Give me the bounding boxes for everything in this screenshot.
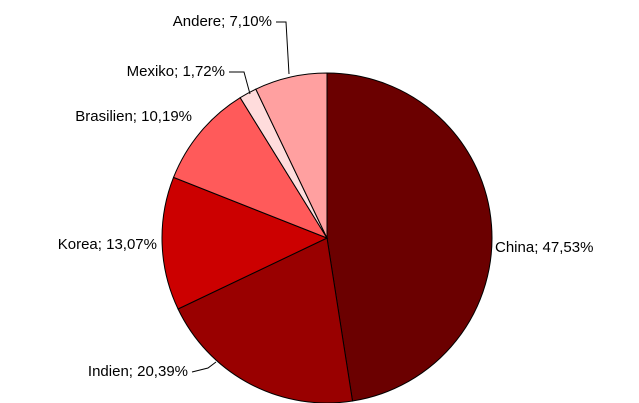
data-label: Brasilien; 10,19% [75, 108, 192, 125]
data-label: Korea; 13,07% [58, 236, 157, 253]
leader-line [191, 361, 217, 373]
pie-slice [172, 97, 329, 240]
data-label: Andere; 7,10% [173, 13, 272, 30]
pie-slice [326, 72, 493, 402]
pie-slice [161, 176, 329, 310]
data-label: Indien; 20,39% [88, 363, 188, 380]
leader-line [229, 71, 251, 95]
data-label: China; 47,53% [495, 239, 593, 256]
pie-slice [255, 72, 328, 239]
leader-line [276, 21, 290, 75]
data-label: Mexiko; 1,72% [127, 63, 225, 80]
